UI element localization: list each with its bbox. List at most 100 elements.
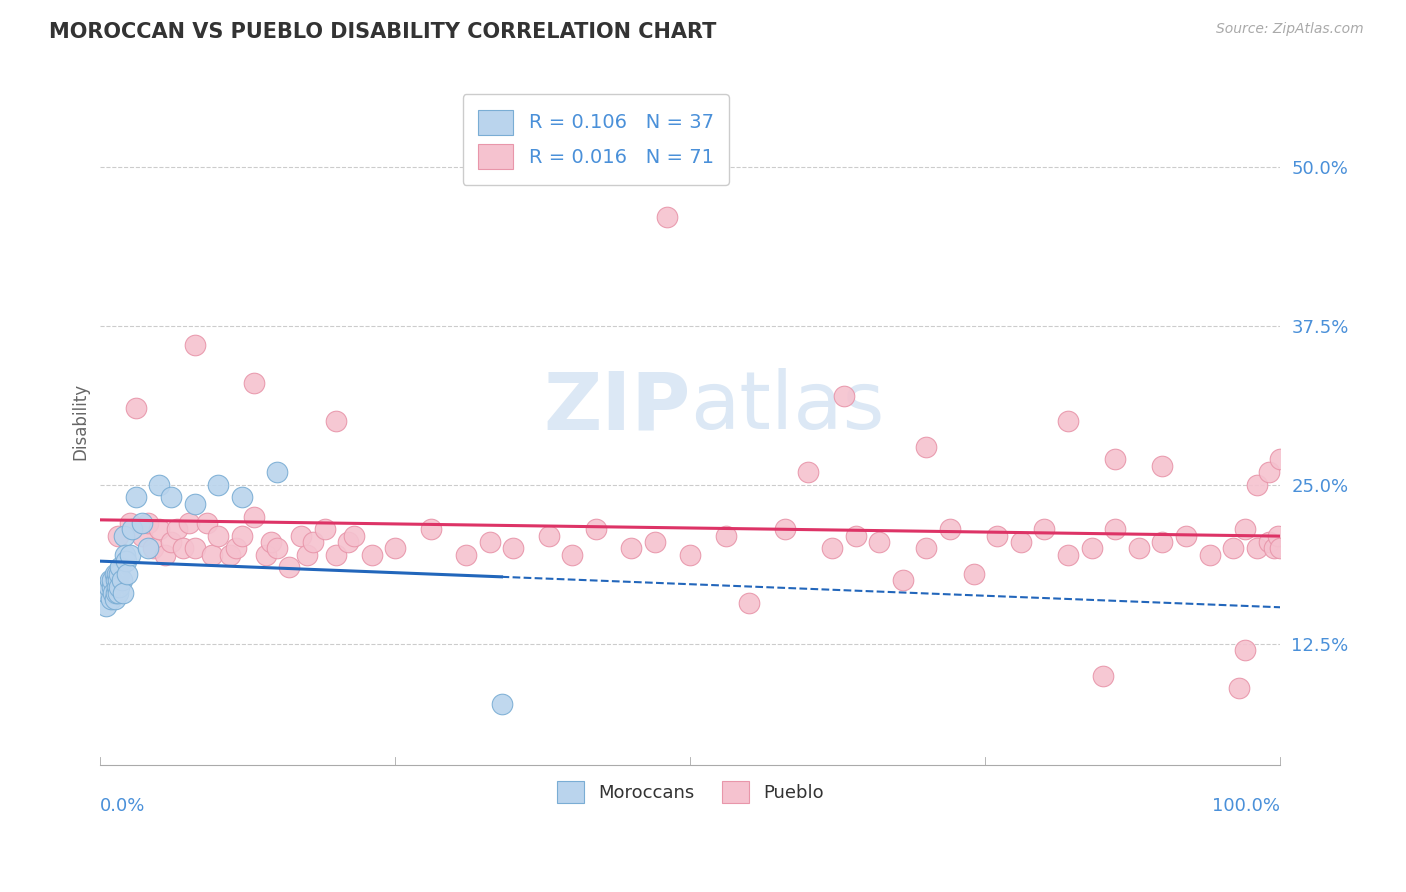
Point	[125, 491, 148, 505]
Point	[177, 516, 200, 530]
Point	[184, 541, 207, 556]
Point	[103, 592, 125, 607]
Point	[110, 560, 132, 574]
Point	[502, 541, 524, 556]
Text: MOROCCAN VS PUEBLO DISABILITY CORRELATION CHART: MOROCCAN VS PUEBLO DISABILITY CORRELATIO…	[49, 22, 717, 42]
Point	[266, 541, 288, 556]
Point	[1263, 541, 1285, 556]
Point	[114, 548, 136, 562]
Point	[131, 516, 153, 530]
Point	[1033, 522, 1056, 536]
Point	[1233, 522, 1256, 536]
Point	[107, 529, 129, 543]
Point	[1104, 522, 1126, 536]
Point	[343, 529, 366, 543]
Point	[160, 535, 183, 549]
Point	[118, 548, 141, 562]
Point	[1227, 681, 1250, 696]
Point	[242, 509, 264, 524]
Point	[100, 592, 122, 607]
Point	[108, 580, 131, 594]
Point	[797, 465, 820, 479]
Text: 100.0%: 100.0%	[1212, 797, 1281, 814]
Point	[148, 522, 170, 536]
Point	[419, 522, 441, 536]
Point	[105, 566, 128, 581]
Point	[103, 586, 125, 600]
Point	[644, 535, 666, 549]
Point	[714, 529, 737, 543]
Point	[110, 573, 132, 587]
Point	[295, 548, 318, 562]
Point	[360, 548, 382, 562]
Point	[266, 465, 288, 479]
Point	[939, 522, 962, 536]
Point	[184, 337, 207, 351]
Point	[491, 697, 513, 711]
Point	[1222, 541, 1244, 556]
Point	[104, 573, 127, 587]
Point	[207, 529, 229, 543]
Point	[105, 580, 128, 594]
Point	[1198, 548, 1220, 562]
Point	[585, 522, 607, 536]
Point	[868, 535, 890, 549]
Point	[101, 573, 124, 587]
Point	[738, 596, 761, 610]
Point	[142, 541, 165, 556]
Point	[115, 554, 138, 568]
Point	[325, 548, 347, 562]
Point	[301, 535, 323, 549]
Point	[148, 477, 170, 491]
Point	[207, 477, 229, 491]
Point	[773, 522, 796, 536]
Point	[101, 580, 124, 594]
Point	[131, 529, 153, 543]
Point	[231, 529, 253, 543]
Point	[172, 541, 194, 556]
Point	[107, 586, 129, 600]
Point	[166, 522, 188, 536]
Point	[655, 211, 678, 225]
Point	[1092, 668, 1115, 682]
Point	[821, 541, 844, 556]
Point	[1270, 541, 1292, 556]
Point	[184, 497, 207, 511]
Point	[112, 529, 135, 543]
Point	[225, 541, 247, 556]
Point	[962, 566, 984, 581]
Point	[231, 491, 253, 505]
Point	[1246, 477, 1268, 491]
Point	[1010, 535, 1032, 549]
Point	[1057, 414, 1080, 428]
Text: ZIP: ZIP	[543, 368, 690, 446]
Point	[844, 529, 866, 543]
Point	[1257, 465, 1279, 479]
Point	[98, 573, 121, 587]
Point	[117, 566, 139, 581]
Point	[325, 414, 347, 428]
Point	[278, 560, 301, 574]
Point	[456, 548, 478, 562]
Point	[832, 389, 855, 403]
Point	[620, 541, 643, 556]
Y-axis label: Disability: Disability	[72, 383, 89, 459]
Point	[679, 548, 702, 562]
Point	[337, 535, 360, 549]
Point	[1246, 541, 1268, 556]
Point	[118, 516, 141, 530]
Point	[96, 586, 118, 600]
Point	[107, 573, 129, 587]
Point	[290, 529, 312, 543]
Point	[915, 440, 938, 454]
Point	[478, 535, 501, 549]
Point	[97, 580, 120, 594]
Point	[1057, 548, 1080, 562]
Point	[111, 586, 134, 600]
Point	[219, 548, 242, 562]
Text: 0.0%: 0.0%	[100, 797, 146, 814]
Point	[155, 548, 177, 562]
Point	[96, 599, 118, 613]
Point	[136, 516, 159, 530]
Point	[1267, 529, 1289, 543]
